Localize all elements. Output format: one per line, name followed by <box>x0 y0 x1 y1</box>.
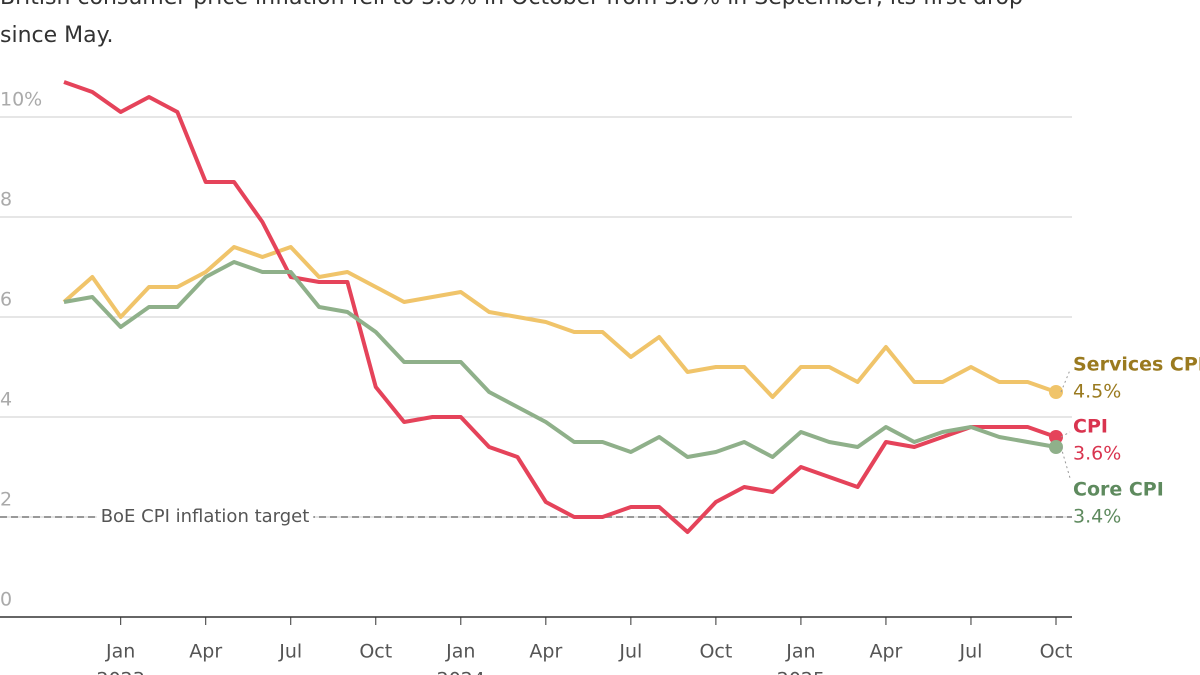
value-label: 3.6% <box>1073 443 1121 465</box>
x-tick-label: Jul <box>959 641 983 663</box>
x-year-label: 2024 <box>437 669 485 675</box>
subtitle: British consumer price inflation fell to… <box>0 0 1023 10</box>
legend-label: Core CPI <box>1073 479 1164 501</box>
series-line <box>62 245 1057 399</box>
x-tick-label: Oct <box>1040 641 1073 663</box>
value-label: 4.5% <box>1073 381 1121 403</box>
y-tick-label: 0 <box>0 589 12 611</box>
x-tick-label: Oct <box>699 641 732 663</box>
y-tick-label: 10% <box>0 89 42 111</box>
subtitle: since May. <box>0 23 113 48</box>
x-tick-label: Jul <box>278 641 302 663</box>
x-tick-label: Jan <box>445 641 475 663</box>
y-tick-label: 2 <box>0 489 12 511</box>
x-tick-label: Jan <box>785 641 815 663</box>
x-tick-label: Apr <box>189 641 222 663</box>
x-tick-label: Apr <box>870 641 903 663</box>
y-tick-label: 4 <box>0 389 12 411</box>
y-tick-label: 8 <box>0 189 12 211</box>
value-label: 3.4% <box>1073 506 1121 528</box>
legend-label: CPI <box>1073 416 1108 438</box>
target-label-bg <box>96 506 314 527</box>
x-year-label: 2023 <box>97 669 145 675</box>
series-line <box>63 260 1057 459</box>
series-line <box>63 80 1057 534</box>
end-point <box>1049 440 1063 454</box>
target-label: BoE CPI inflation target <box>101 506 310 527</box>
x-year-label: 2025 <box>777 669 825 675</box>
x-tick-label: Apr <box>529 641 562 663</box>
x-tick-label: Jan <box>105 641 135 663</box>
legend-label: Services CPI <box>1073 354 1200 376</box>
end-point <box>1049 430 1063 444</box>
x-tick-label: Jul <box>618 641 642 663</box>
leader <box>1060 431 1071 438</box>
y-tick-label: 6 <box>0 289 12 311</box>
leader <box>1060 446 1071 479</box>
x-tick-label: Oct <box>359 641 392 663</box>
leader <box>1060 369 1071 393</box>
end-point <box>1049 385 1063 399</box>
